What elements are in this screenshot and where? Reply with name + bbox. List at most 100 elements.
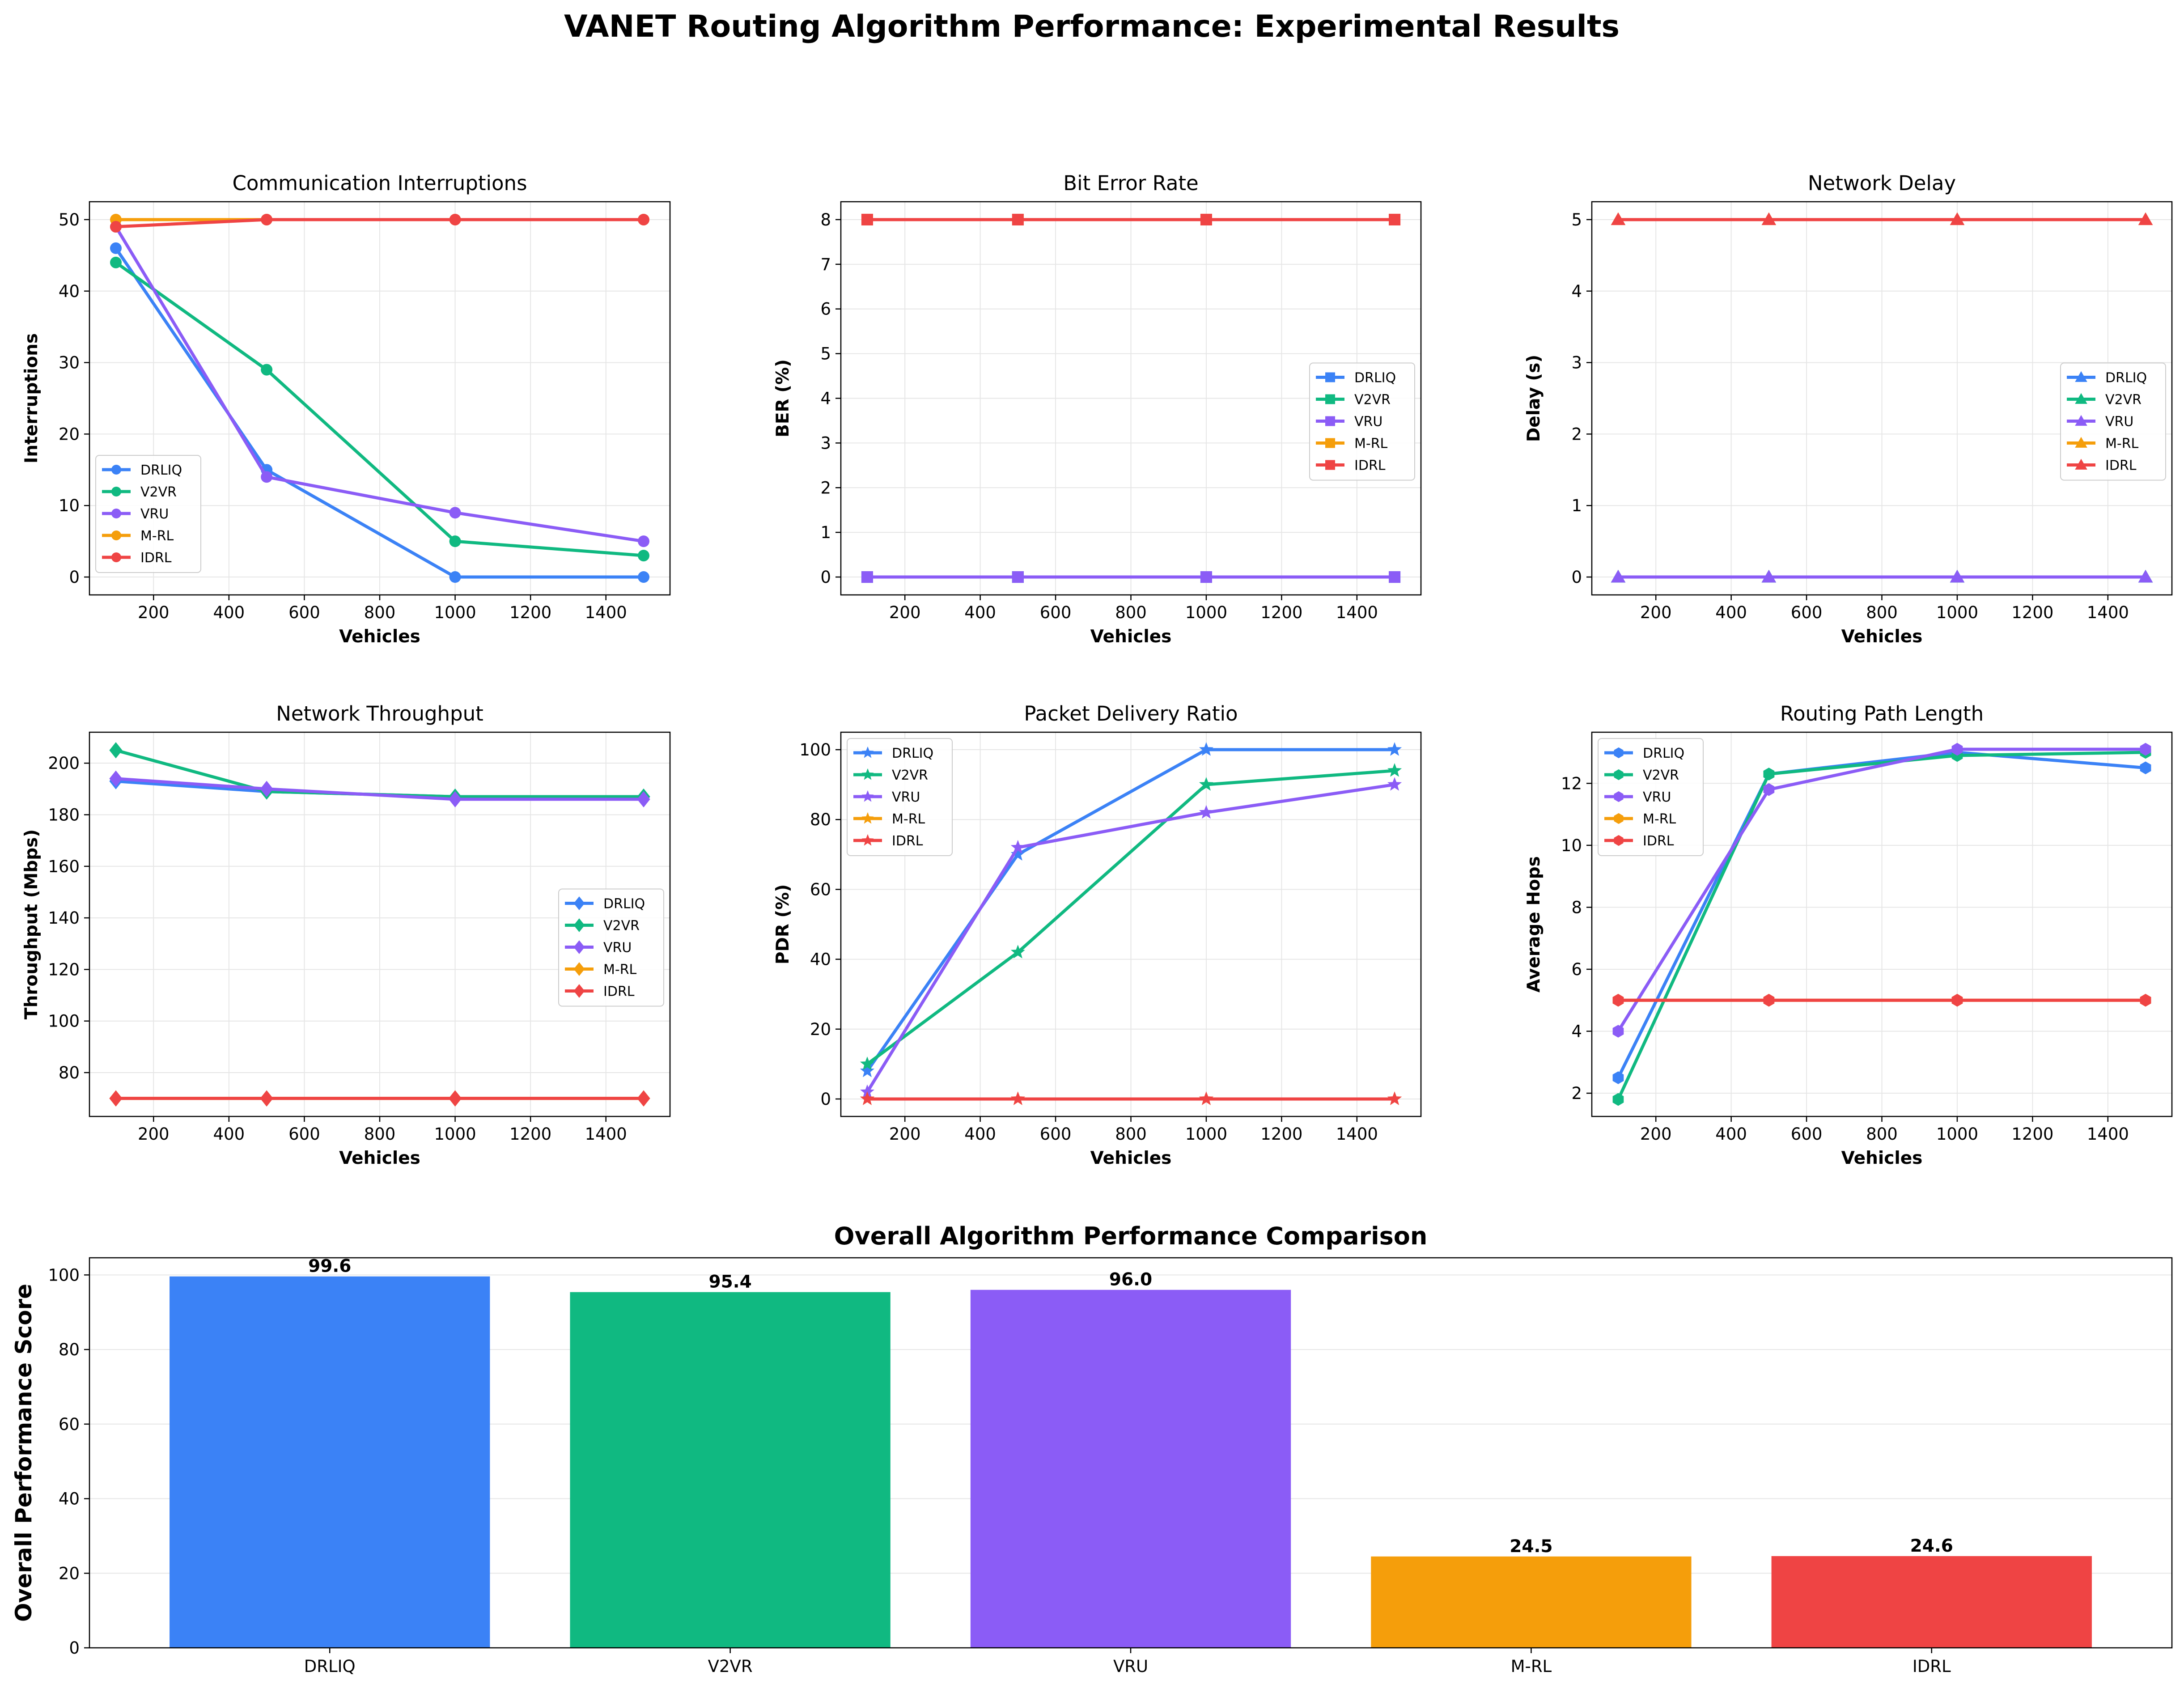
x-tick-label: 600	[1040, 1124, 1072, 1144]
x-tick-label: 400	[964, 1124, 996, 1144]
y-tick-label: 80	[810, 810, 831, 829]
data-point-VRU	[1611, 569, 1626, 583]
x-tick-label: 200	[1640, 1124, 1672, 1144]
legend: DRLIQ V2VR VRU M-RL IDRL	[95, 455, 201, 573]
data-point-VRU	[2138, 569, 2153, 583]
y-tick-label: 20	[810, 1020, 831, 1039]
legend-marker-VRU	[111, 509, 121, 518]
data-point-IDRL	[1761, 212, 1777, 225]
legend-marker-IDRL	[861, 834, 874, 846]
y-axis-label: PDR (%)	[773, 884, 793, 964]
legend-marker-M-RL	[1325, 438, 1335, 448]
legend-marker-M-RL	[2075, 437, 2087, 448]
data-point-V2VR	[109, 742, 123, 759]
data-point-IDRL	[1950, 212, 1965, 225]
x-tick-label: 800	[1115, 1124, 1147, 1144]
y-tick-label: 2	[1571, 424, 1582, 444]
legend-label-VRU: VRU	[2105, 414, 2133, 430]
legend-marker-DRLIQ	[573, 896, 585, 910]
bar-M-RL	[1371, 1556, 1692, 1648]
x-tick-label: 800	[1866, 1124, 1898, 1144]
y-tick-label: 0	[69, 1638, 80, 1658]
legend-marker-DRLIQ	[111, 465, 121, 475]
series-line-DRLIQ	[115, 247, 644, 579]
y-tick-label: 60	[59, 1415, 80, 1434]
y-tick-label: 30	[59, 353, 80, 373]
legend-box	[1598, 738, 1704, 856]
y-tick-label: 100	[799, 740, 831, 760]
x-tick-label-IDRL: IDRL	[1913, 1657, 1951, 1676]
data-point-DRLIQ	[2140, 761, 2151, 774]
legend-label-IDRL: IDRL	[892, 833, 923, 849]
data-point-VRU	[1951, 743, 1963, 756]
legend-label-V2VR: V2VR	[1354, 392, 1391, 408]
legend-marker-IDRL	[573, 984, 585, 998]
x-tick-label: 600	[288, 1124, 320, 1144]
legend-marker-DRLIQ	[1325, 372, 1335, 382]
x-tick-label: 1200	[2011, 603, 2053, 622]
legend-marker-VRU	[861, 790, 874, 802]
series-line-VRU	[115, 777, 644, 801]
data-point-IDRL	[2138, 212, 2153, 225]
legend-label-V2VR: V2VR	[140, 484, 177, 500]
legend-marker-IDRL	[2075, 458, 2087, 470]
y-axis-label: Delay (s)	[1524, 355, 1544, 442]
y-tick-label: 0	[820, 568, 831, 587]
data-point-V2VR	[1010, 945, 1025, 959]
x-tick-label: 1400	[1336, 603, 1378, 622]
x-tick-label: 1000	[434, 603, 476, 622]
data-point-VRU	[1012, 571, 1024, 583]
bar-value-label-V2VR: 95.4	[708, 1272, 751, 1292]
x-tick-label: 1400	[585, 603, 627, 622]
legend-label-M-RL: M-RL	[892, 811, 925, 827]
series-line-IDRL	[115, 218, 644, 229]
y-tick-label: 8	[820, 210, 831, 229]
legend-label-DRLIQ: DRLIQ	[892, 746, 933, 761]
data-point-DRLIQ	[449, 571, 461, 583]
legend-marker-VRU	[1614, 791, 1624, 802]
data-point-IDRL	[261, 213, 273, 225]
y-tick-label: 100	[48, 1012, 80, 1031]
legend-label-M-RL: M-RL	[2105, 436, 2139, 452]
legend-marker-VRU	[1325, 416, 1335, 426]
legend-label-DRLIQ: DRLIQ	[1643, 746, 1684, 761]
legend-marker-V2VR	[861, 768, 874, 780]
legend-marker-VRU	[573, 940, 585, 954]
legend-box	[847, 738, 953, 856]
data-point-VRU	[1763, 783, 1775, 796]
legend-marker-V2VR	[2075, 393, 2087, 404]
panel-hops: 200 400 600 800 1000 1200 1400 2 4 6 8 10 12 Routing …	[1524, 702, 2173, 1168]
legend-label-DRLIQ: DRLIQ	[603, 896, 645, 912]
data-point-V2VR	[261, 364, 273, 376]
legend-marker-V2VR	[1614, 769, 1624, 781]
legend-label-IDRL: IDRL	[1354, 458, 1386, 474]
x-tick-label-DRLIQ: DRLIQ	[304, 1657, 356, 1676]
data-point-V2VR	[1387, 763, 1402, 777]
y-tick-label: 6	[820, 300, 831, 319]
y-tick-label: 5	[1571, 210, 1582, 229]
data-point-V2VR	[110, 256, 122, 268]
legend-label-M-RL: M-RL	[140, 528, 174, 544]
panel-ber: 200 400 600 800 1000 1200 1400 0 1 2 3 4 5 6 7 8 Bit Err…	[773, 171, 1422, 647]
data-point-DRLIQ	[1612, 1071, 1624, 1084]
bar-value-label-M-RL: 24.5	[1510, 1536, 1552, 1557]
x-tick-label: 200	[889, 603, 921, 622]
data-point-IDRL	[109, 1090, 123, 1107]
legend: DRLIQ V2VR VRU M-RL IDRL	[558, 888, 664, 1007]
x-tick-label-V2VR: V2VR	[708, 1657, 753, 1676]
legend-marker-V2VR	[111, 487, 121, 496]
x-tick-label: 200	[889, 1124, 921, 1144]
x-tick-label: 200	[138, 603, 170, 622]
x-tick-label: 1000	[1936, 603, 1978, 622]
legend-box	[558, 888, 664, 1007]
y-tick-label: 140	[48, 908, 80, 928]
bar-value-label-VRU: 96.0	[1109, 1270, 1152, 1290]
y-tick-label: 7	[820, 255, 831, 274]
y-tick-label: 20	[59, 1564, 80, 1583]
bar-VRU	[970, 1290, 1291, 1648]
legend-label-M-RL: M-RL	[603, 962, 637, 978]
legend-label-V2VR: V2VR	[1643, 768, 1679, 783]
data-point-IDRL	[1200, 213, 1212, 225]
data-point-VRU	[1950, 569, 1965, 583]
